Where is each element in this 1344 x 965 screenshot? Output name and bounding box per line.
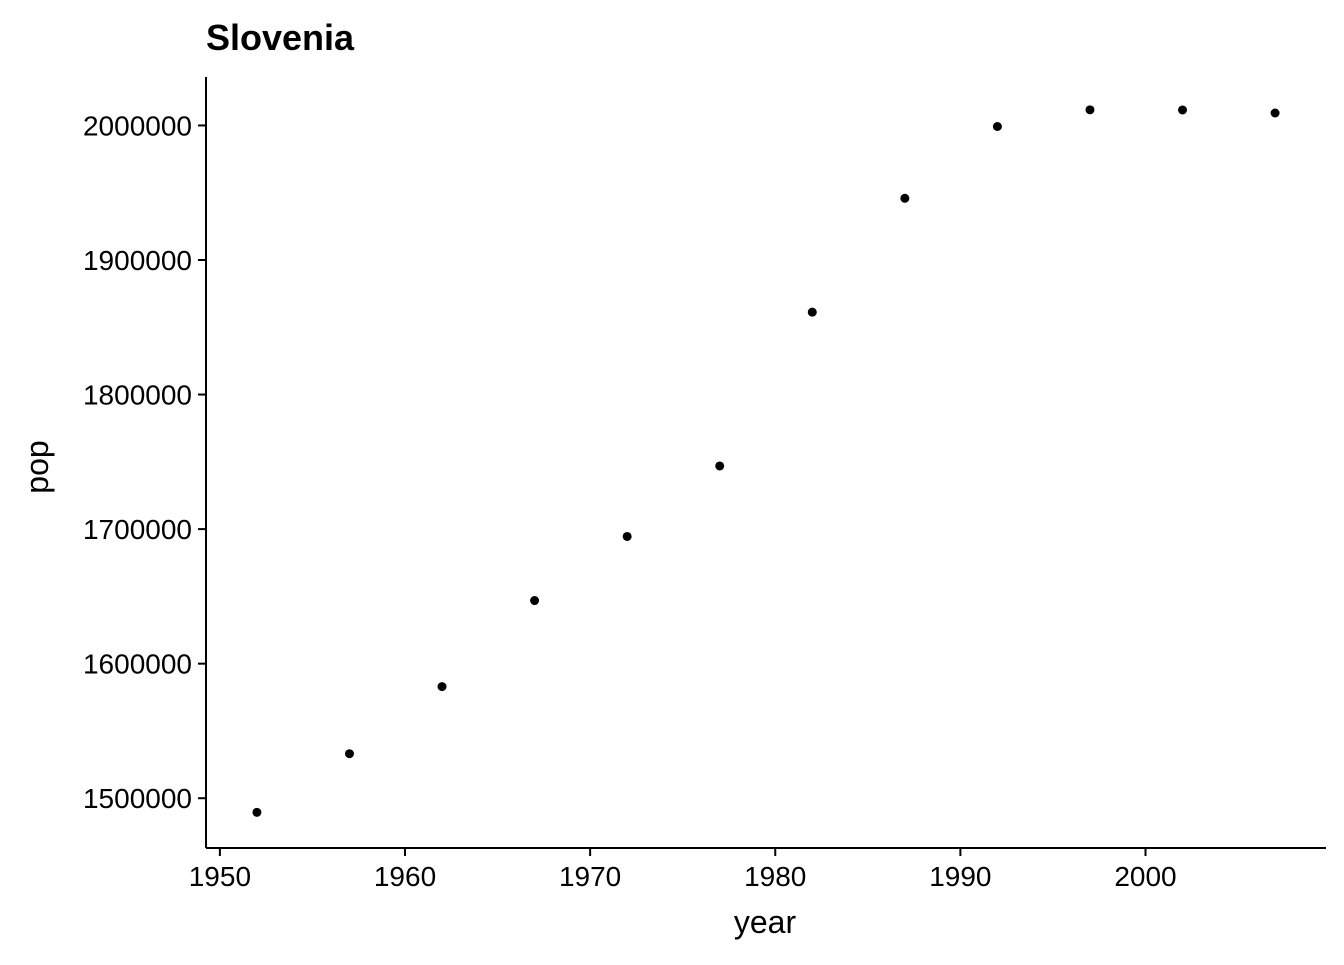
x-axis-title: year xyxy=(734,904,797,940)
x-tick-label: 2000 xyxy=(1114,861,1176,892)
y-tick-label: 1700000 xyxy=(83,514,192,545)
data-point xyxy=(1085,105,1095,115)
x-axis-ticks: 1950 1960 1970 1980 1990 2000 xyxy=(189,848,1177,892)
data-point xyxy=(622,531,632,541)
x-tick-label: 1960 xyxy=(374,861,436,892)
data-point xyxy=(344,749,354,759)
y-tick-label: 1800000 xyxy=(83,380,192,411)
data-point xyxy=(992,122,1002,132)
data-point xyxy=(437,682,447,692)
data-point xyxy=(252,807,262,817)
data-point xyxy=(1270,108,1280,118)
data-point xyxy=(530,596,540,606)
data-point xyxy=(1178,105,1188,115)
y-tick-label: 1600000 xyxy=(83,649,192,680)
data-point xyxy=(900,193,910,203)
x-tick-label: 1950 xyxy=(189,861,251,892)
plot-area xyxy=(252,105,1280,817)
y-tick-label: 1900000 xyxy=(83,245,192,276)
x-tick-label: 1990 xyxy=(929,861,991,892)
y-tick-label: 1500000 xyxy=(83,783,192,814)
data-point xyxy=(715,461,725,471)
x-tick-label: 1980 xyxy=(744,861,806,892)
y-axis-ticks: 1500000 1600000 1700000 1800000 1900000 20000… xyxy=(83,110,206,814)
y-axis-title: pop xyxy=(19,440,55,493)
chart-title: Slovenia xyxy=(206,17,355,58)
y-tick-label: 2000000 xyxy=(83,110,192,141)
x-tick-label: 1970 xyxy=(559,861,621,892)
data-point xyxy=(807,307,817,317)
